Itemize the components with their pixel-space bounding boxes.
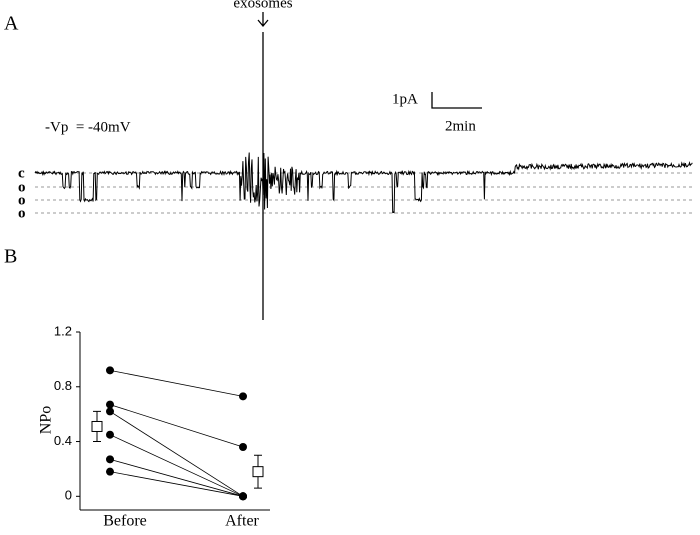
chart: 0 0.4 0.8 1.2 NPo Before After [38, 323, 270, 530]
x-tick-label: After [225, 513, 259, 530]
paired-line [109, 404, 244, 448]
paired-line [109, 411, 244, 497]
paired-line [109, 434, 244, 497]
y-tick-label: 0.4 [54, 433, 72, 448]
point [106, 467, 114, 476]
y-axis-label: NPo [38, 406, 55, 434]
panel-label: A [4, 13, 19, 35]
level-label: o [18, 179, 26, 195]
annotation: exosomes [233, 0, 292, 11]
paired-line [109, 471, 244, 497]
paired-line [109, 369, 244, 397]
point [239, 443, 247, 452]
point [106, 430, 114, 439]
point [106, 366, 114, 375]
mean-marker [91, 420, 103, 432]
level-label: c [18, 165, 25, 181]
point [106, 407, 114, 416]
level-label: o [18, 192, 26, 208]
point [239, 392, 247, 401]
paired-line [109, 458, 244, 497]
x-tick-label: Before [103, 513, 147, 530]
scale-label: 2min [445, 118, 476, 134]
voltage-label: -Vp = -40mV [45, 119, 131, 135]
mean-marker [252, 466, 264, 478]
y-tick-label: 1.2 [54, 323, 72, 338]
arrow [257, 12, 269, 28]
point [239, 492, 247, 501]
scale-label: 1pA [392, 91, 418, 107]
scale-bar [431, 92, 482, 109]
point [106, 455, 114, 464]
level-label: o [18, 205, 26, 221]
y-tick-label: 0.8 [54, 378, 72, 393]
y-tick-label: 0 [65, 488, 72, 503]
panel-label: B [4, 246, 17, 268]
current-trace [34, 152, 693, 214]
point [106, 400, 114, 409]
